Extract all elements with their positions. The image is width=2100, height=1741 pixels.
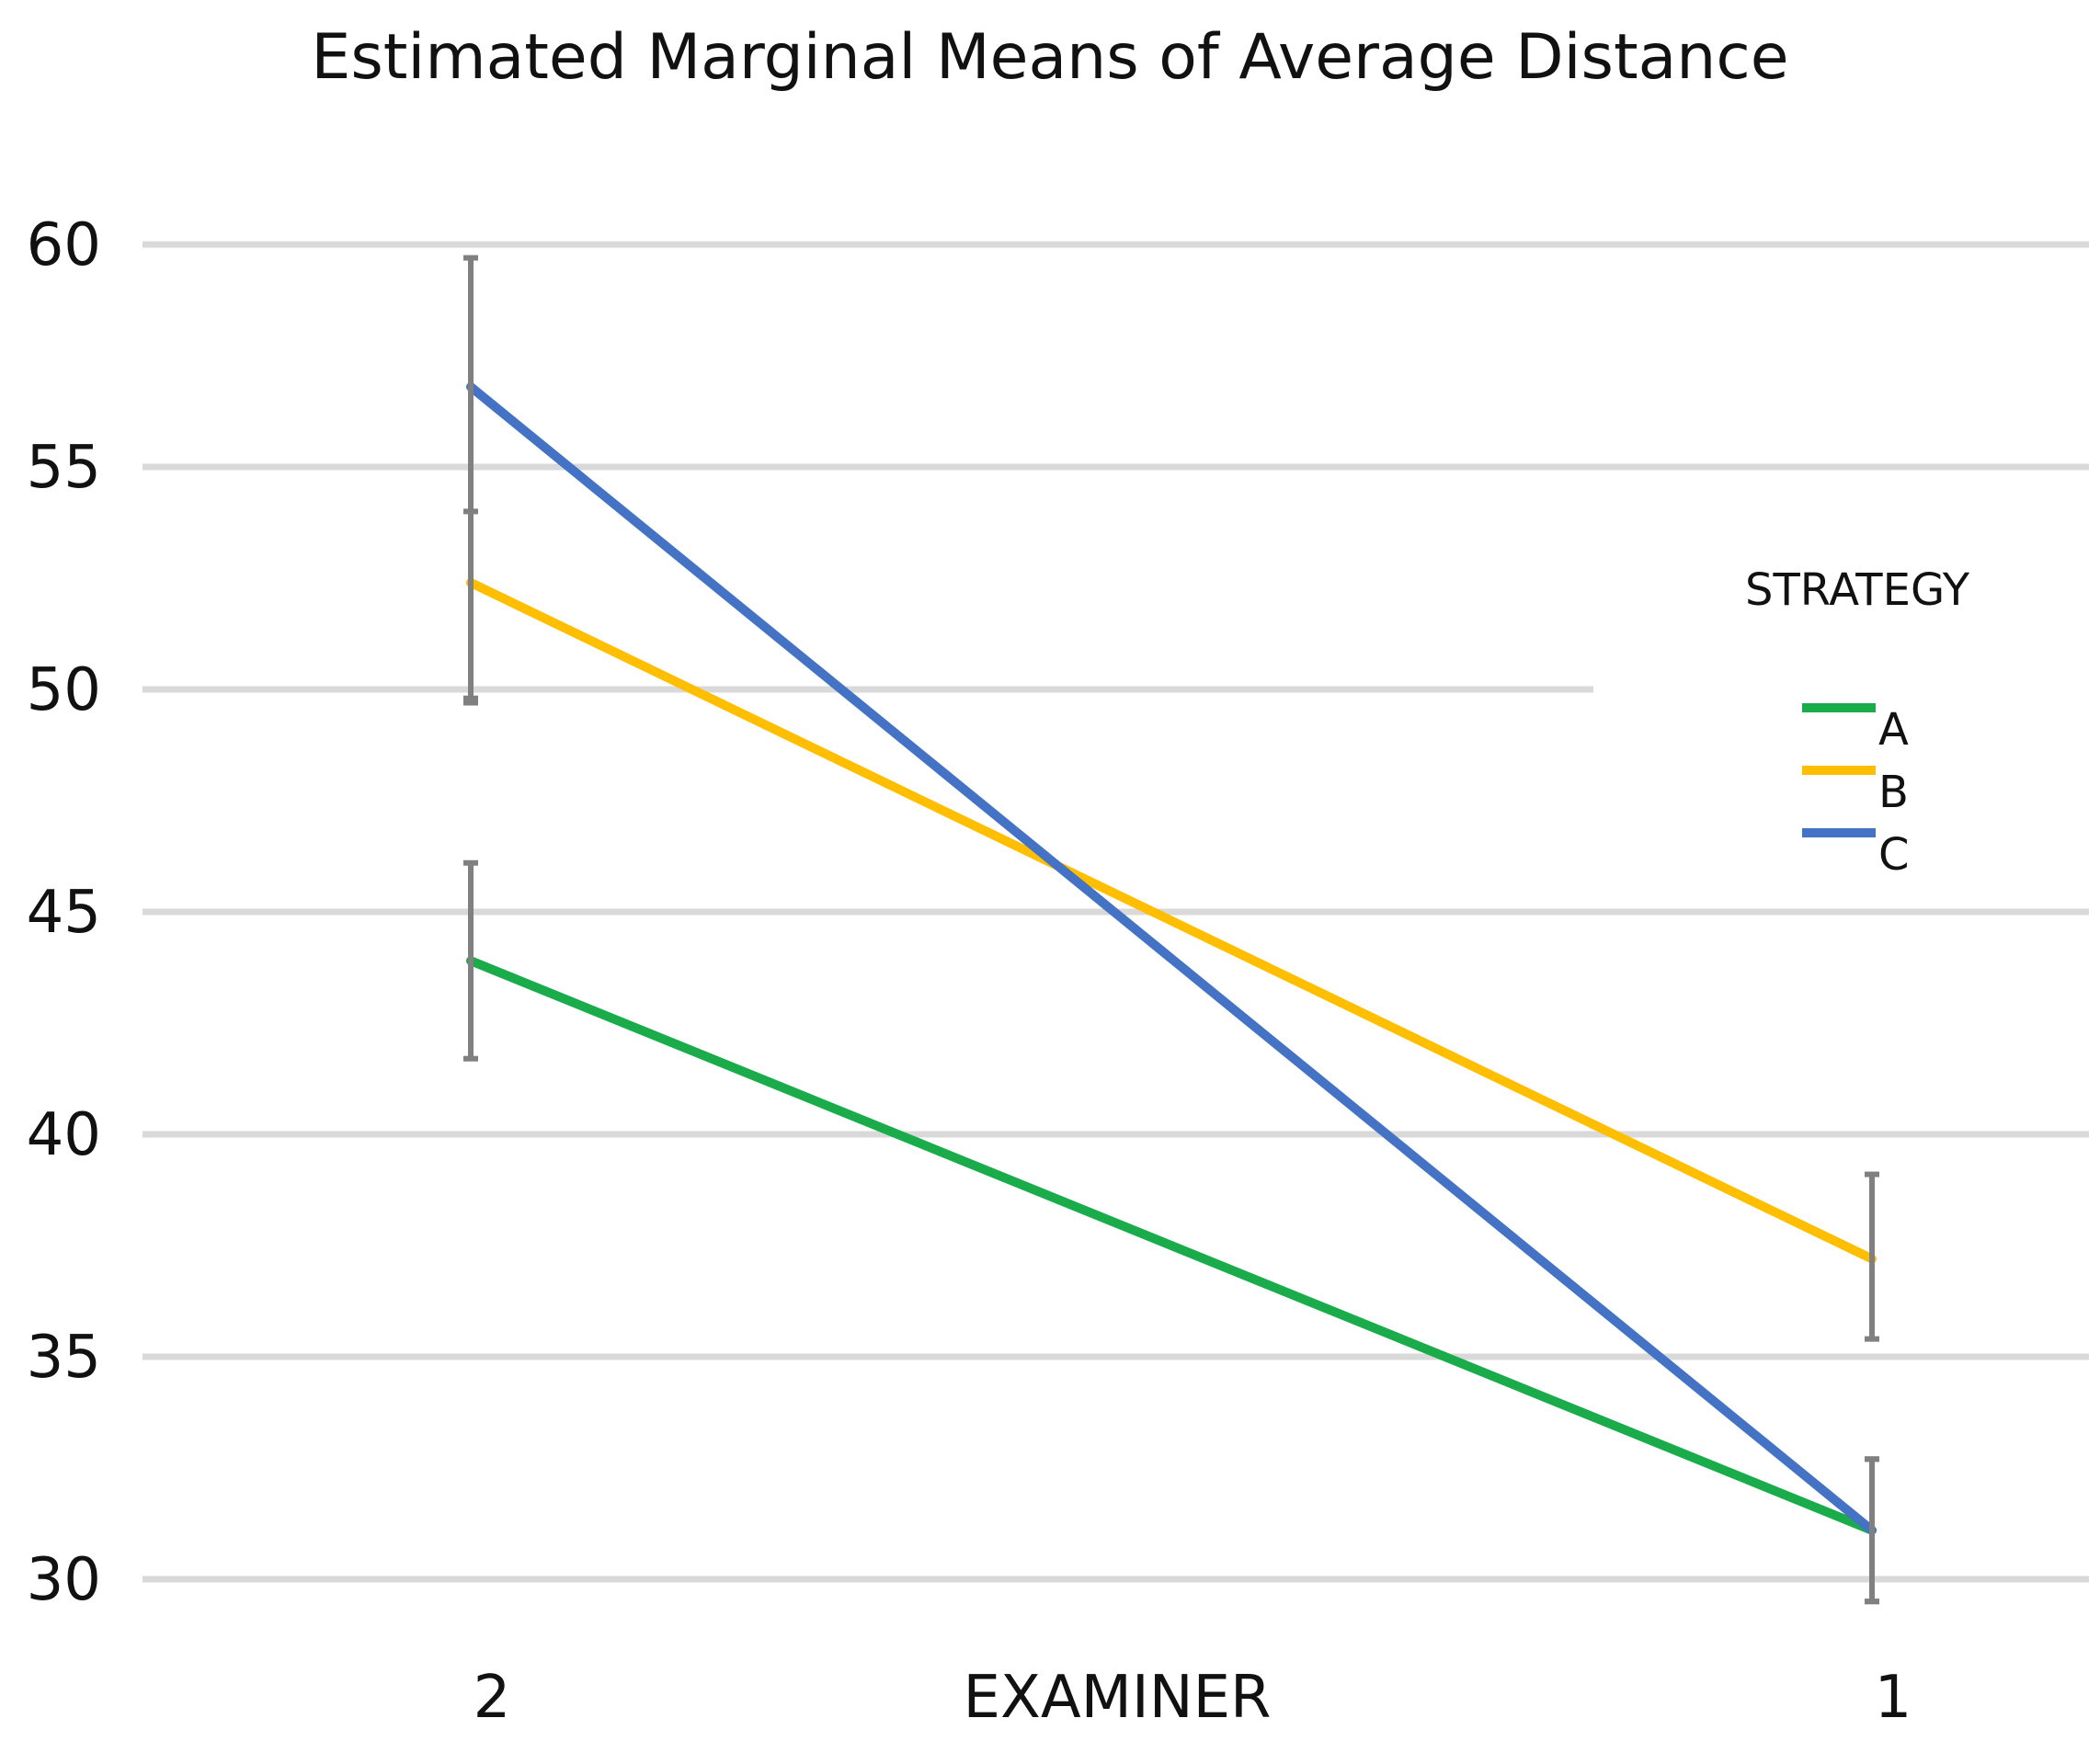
- chart-title: Estimated Marginal Means of Average Dist…: [311, 21, 1788, 94]
- y-tick-label: 35: [27, 1324, 101, 1392]
- legend-label-C: C: [1878, 829, 1910, 881]
- series-line-A: [466, 956, 1877, 1535]
- y-tick-label: 50: [27, 656, 101, 724]
- series-line-C: [466, 381, 1877, 1535]
- y-tick-label: 30: [27, 1546, 101, 1614]
- x-tick-label: 1: [1875, 1664, 1912, 1732]
- legend-items: ABC: [1802, 703, 1910, 881]
- series-lines: [466, 381, 1877, 1535]
- series-line-B: [466, 577, 1877, 1264]
- legend-label-A: A: [1878, 704, 1909, 756]
- legend-label-B: B: [1878, 767, 1909, 818]
- y-tick-label: 60: [27, 211, 101, 279]
- legend: STRATEGY ABC: [1745, 564, 1970, 881]
- grid: [143, 241, 2089, 1583]
- y-tick-label: 45: [27, 879, 101, 947]
- x-axis-label: EXAMINER: [964, 1664, 1272, 1732]
- error-bars: [463, 255, 1879, 1605]
- y-tick-label: 40: [27, 1101, 101, 1169]
- x-tick-label: 2: [474, 1664, 511, 1732]
- legend-title: STRATEGY: [1745, 564, 1970, 616]
- y-tick-label: 55: [27, 434, 101, 502]
- y-axis-ticks: 30 35 40 45 50 55 60: [27, 211, 101, 1614]
